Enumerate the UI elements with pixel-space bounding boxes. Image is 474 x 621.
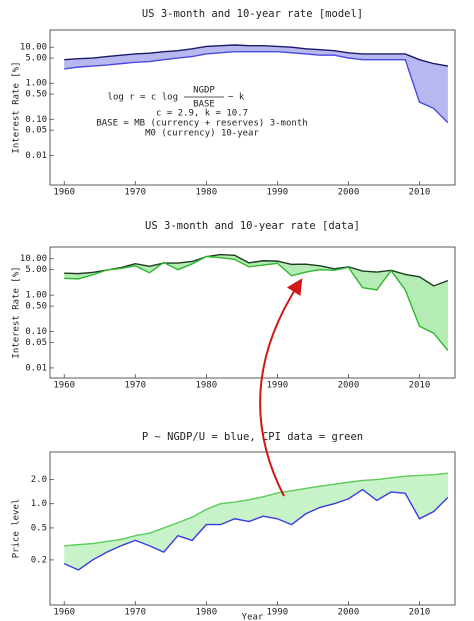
y-tick-label: 2.0	[31, 475, 47, 485]
x-tick-label: 1970	[124, 381, 146, 391]
x-tick-label: 1980	[195, 608, 217, 618]
y-tick-label: 1.00	[25, 79, 47, 89]
x-tick-label: 1990	[267, 381, 289, 391]
y-tick-label: 0.50	[25, 302, 47, 312]
series-line	[64, 44, 449, 67]
y-tick-label: 0.01	[25, 151, 47, 161]
series-line	[64, 50, 449, 124]
y-tick-label: 0.10	[25, 115, 47, 125]
x-tick-label: 2010	[409, 188, 431, 198]
panels: US 3-month and 10-year rate [model] Inter…	[12, 8, 456, 621]
y-tick-label: 0.5	[31, 523, 47, 533]
y-tick-label: 0.50	[25, 90, 47, 100]
plot-frame	[49, 29, 456, 186]
annotation-line: BASE = MB (currency + reserves) 3-month	[96, 119, 307, 129]
series-line	[64, 253, 449, 287]
series-line	[64, 255, 449, 352]
x-tick-label: 2000	[338, 188, 360, 198]
y-tick-label: 1.0	[31, 499, 47, 509]
x-tick-label: 1990	[267, 188, 289, 198]
series-line	[63, 488, 449, 571]
formula-denominator: BASE	[193, 100, 215, 110]
x-tick-label: 2000	[338, 381, 360, 391]
y-axis-label: Interest Rate [%]	[12, 266, 22, 358]
formula: − k	[228, 93, 245, 103]
y-tick-label: 0.05	[25, 338, 47, 348]
band-fill	[64, 45, 448, 123]
x-tick-label: 1960	[53, 608, 75, 618]
x-tick-label: 1960	[53, 381, 75, 391]
formula-numerator: NGDP	[193, 86, 215, 96]
formula: log r = c log	[108, 93, 178, 103]
x-tick-label: 2010	[409, 381, 431, 391]
plot-frame	[49, 246, 456, 379]
x-tick-label: 1970	[124, 608, 146, 618]
y-tick-label: 0.10	[25, 327, 47, 337]
x-tick-label: 1980	[195, 381, 217, 391]
y-tick-label: 5.00	[25, 265, 47, 275]
y-tick-label: 0.2	[31, 555, 47, 565]
annotation-line: M0 (currency) 10-year	[145, 129, 259, 139]
x-tick-label: 2010	[409, 608, 431, 618]
y-tick-label: 10.00	[20, 254, 47, 264]
x-tick-label: 2000	[338, 608, 360, 618]
plot-frame	[49, 451, 456, 606]
y-tick-label: 5.00	[25, 54, 47, 64]
y-axis-label: Price level	[12, 499, 22, 559]
x-axis-label: Year	[242, 613, 264, 621]
series-line	[64, 472, 448, 547]
arrow	[259, 278, 303, 497]
chart-title: P ~ NGDP/U = blue, CPI data = green	[142, 431, 363, 443]
chart-title: US 3-month and 10-year rate [model]	[142, 8, 363, 20]
chart-title: US 3-month and 10-year rate [data]	[145, 220, 360, 232]
y-tick-label: 1.00	[25, 291, 47, 301]
annotation-line: c = 2.9, k = 10.7	[156, 109, 248, 119]
x-tick-label: 1980	[195, 188, 217, 198]
y-axis-label: Interest Rate [%]	[12, 61, 22, 153]
y-tick-label: 10.00	[20, 43, 47, 53]
x-tick-label: 1960	[53, 188, 75, 198]
y-tick-label: 0.05	[25, 126, 47, 136]
band-fill	[64, 473, 448, 570]
x-tick-label: 1970	[124, 188, 146, 198]
x-tick-label: 1990	[267, 608, 289, 618]
y-tick-label: 0.01	[25, 363, 47, 373]
